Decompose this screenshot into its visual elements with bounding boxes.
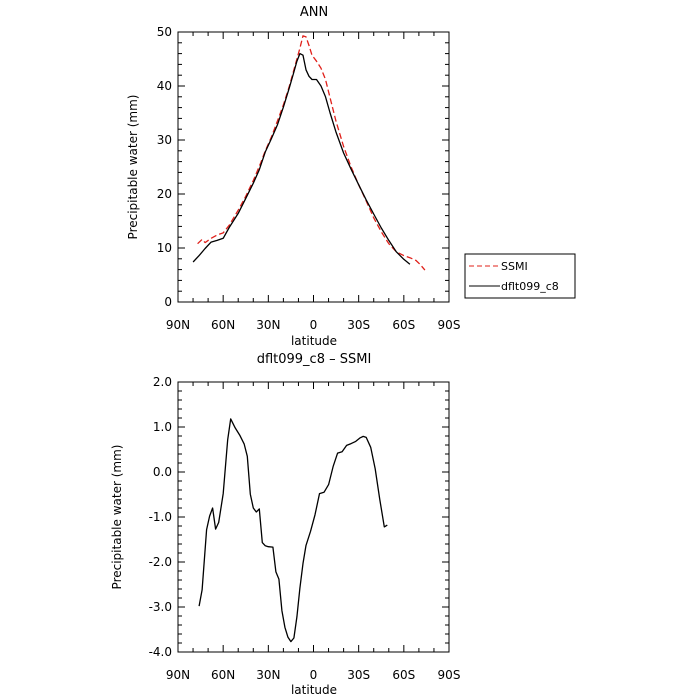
chart-annual-precipitable-water: ANN 0 10 20 30 40 50 90N 60N 30N 0 30S 60S 90S Prec… bbox=[126, 5, 460, 348]
series-line-dflt099-c8 bbox=[192, 52, 411, 265]
y-tick-label: 50 bbox=[157, 25, 172, 39]
y-axis-title-top: Precipitable water (mm) bbox=[126, 95, 140, 240]
chart-title-bottom: dflt099_c8 – SSMI bbox=[257, 352, 372, 367]
legend-box bbox=[464, 253, 576, 299]
x-tick-label: 90S bbox=[438, 668, 461, 682]
y-tick-label: -2.0 bbox=[149, 555, 172, 569]
chart-difference-precipitable-water: dflt099_c8 – SSMI -4.0 -3.0 -2.0 -1.0 0.0 1.0… bbox=[110, 352, 460, 697]
series-lines-top bbox=[192, 35, 426, 271]
legend-label-dflt099-c8: dflt099_c8 bbox=[501, 280, 559, 293]
x-tick-label: 60N bbox=[211, 318, 235, 332]
y-tick-label: -3.0 bbox=[149, 600, 172, 614]
x-axis-ticks-top: 90N 60N 30N 0 30S 60S 90S bbox=[166, 32, 461, 332]
series-line-difference bbox=[198, 418, 388, 643]
y-tick-label: 0.0 bbox=[153, 465, 172, 479]
series-lines-bottom bbox=[198, 418, 388, 643]
y-tick-label: -4.0 bbox=[149, 645, 172, 659]
x-tick-label: 60S bbox=[392, 318, 415, 332]
y-tick-label: 0 bbox=[164, 295, 172, 309]
x-tick-label: 90S bbox=[438, 318, 461, 332]
chart-title-top: ANN bbox=[300, 5, 328, 20]
x-tick-label: 30N bbox=[256, 668, 280, 682]
y-axis-title-bottom: Precipitable water (mm) bbox=[110, 445, 124, 590]
x-tick-label: 90N bbox=[166, 318, 190, 332]
plot-frame-bottom bbox=[177, 381, 450, 653]
x-tick-label: 60S bbox=[392, 668, 415, 682]
legend: SSMI dflt099_c8 bbox=[464, 253, 576, 299]
y-tick-label: 1.0 bbox=[153, 420, 172, 434]
x-tick-label: 30S bbox=[347, 668, 370, 682]
y-tick-label: 30 bbox=[157, 133, 172, 147]
y-tick-label: 20 bbox=[157, 187, 172, 201]
x-axis-title-top: latitude bbox=[291, 334, 337, 348]
x-tick-label: 90N bbox=[166, 668, 190, 682]
y-tick-label: 2.0 bbox=[153, 375, 172, 389]
x-tick-label: 30S bbox=[347, 318, 370, 332]
x-tick-label: 60N bbox=[211, 668, 235, 682]
y-tick-label: 10 bbox=[157, 241, 172, 255]
y-axis-ticks-bottom: -4.0 -3.0 -2.0 -1.0 0.0 1.0 2.0 bbox=[149, 375, 449, 659]
y-tick-label: -1.0 bbox=[149, 510, 172, 524]
x-tick-label: 30N bbox=[256, 318, 280, 332]
x-tick-label: 0 bbox=[310, 318, 318, 332]
plot-frame-top bbox=[177, 31, 450, 303]
legend-label-ssmi: SSMI bbox=[501, 260, 528, 273]
x-axis-ticks-bottom: 90N 60N 30N 0 30S 60S 90S bbox=[166, 382, 461, 682]
series-line-ssmi bbox=[197, 35, 426, 271]
x-tick-label: 0 bbox=[310, 668, 318, 682]
y-tick-label: 40 bbox=[157, 79, 172, 93]
x-axis-title-bottom: latitude bbox=[291, 683, 337, 697]
